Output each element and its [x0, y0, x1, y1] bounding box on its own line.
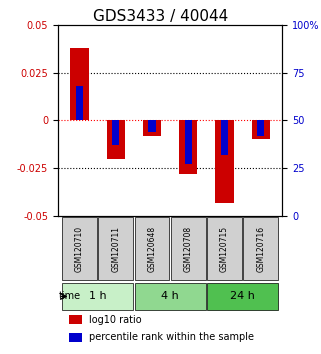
Bar	[221, 120, 228, 155]
Bar	[143, 120, 161, 136]
Bar	[69, 333, 82, 342]
Text: GSM120710: GSM120710	[75, 225, 84, 272]
FancyBboxPatch shape	[207, 283, 278, 310]
Text: log10 ratio: log10 ratio	[89, 315, 142, 325]
Bar	[69, 315, 82, 324]
Bar	[148, 120, 156, 132]
FancyBboxPatch shape	[243, 217, 278, 280]
Text: 4 h: 4 h	[161, 291, 179, 301]
FancyBboxPatch shape	[134, 217, 169, 280]
FancyBboxPatch shape	[134, 283, 206, 310]
Bar	[185, 120, 192, 164]
FancyBboxPatch shape	[207, 217, 242, 280]
Text: time: time	[58, 291, 81, 301]
Text: 1 h: 1 h	[89, 291, 107, 301]
Text: 24 h: 24 h	[230, 291, 255, 301]
FancyBboxPatch shape	[62, 283, 133, 310]
Text: GSM120716: GSM120716	[256, 225, 265, 272]
Bar	[252, 120, 270, 139]
FancyBboxPatch shape	[171, 217, 206, 280]
Text: percentile rank within the sample: percentile rank within the sample	[89, 332, 254, 342]
Text: GSM120715: GSM120715	[220, 225, 229, 272]
Text: GDS3433 / 40044: GDS3433 / 40044	[93, 9, 228, 24]
Text: GSM120648: GSM120648	[148, 225, 157, 272]
FancyBboxPatch shape	[98, 217, 133, 280]
FancyBboxPatch shape	[62, 217, 97, 280]
Bar	[76, 86, 83, 120]
Text: GSM120711: GSM120711	[111, 225, 120, 272]
Bar	[71, 48, 89, 120]
Bar	[257, 120, 265, 136]
Bar	[179, 120, 197, 174]
Bar	[107, 120, 125, 159]
Bar	[112, 120, 119, 145]
Text: GSM120708: GSM120708	[184, 225, 193, 272]
Bar	[215, 120, 234, 202]
